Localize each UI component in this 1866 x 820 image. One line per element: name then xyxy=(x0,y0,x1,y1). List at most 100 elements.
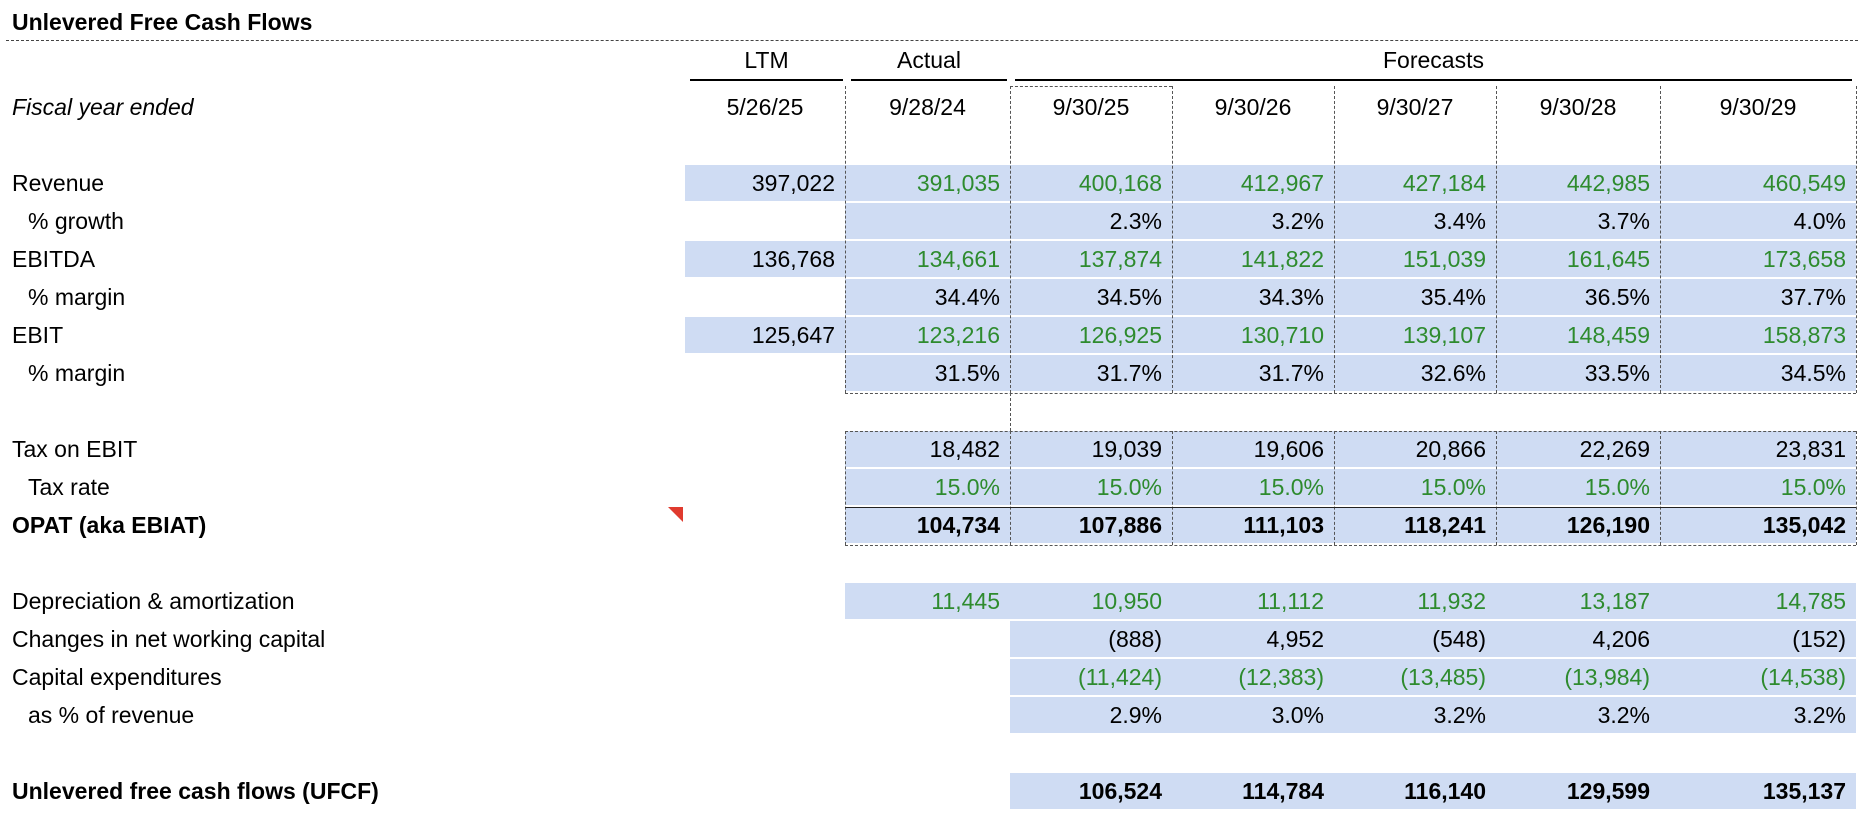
row-label-nwc[interactable]: Changes in net working capital xyxy=(0,621,600,657)
cell-da[interactable]: 14,785 xyxy=(1660,583,1856,619)
sheet-title[interactable]: Unlevered Free Cash Flows xyxy=(0,4,700,40)
row-label-opat[interactable]: OPAT (aka EBIAT) xyxy=(0,507,600,543)
row-label-ebit[interactable]: EBIT xyxy=(0,317,600,353)
cell-opat[interactable]: 111,103 xyxy=(1172,507,1334,543)
cell-growth[interactable]: 3.4% xyxy=(1334,203,1496,239)
cell-capex[interactable]: (13,984) xyxy=(1496,659,1660,695)
cell-ebit_margin[interactable]: 31.7% xyxy=(1010,355,1172,391)
cell-opat[interactable]: 107,886 xyxy=(1010,507,1172,543)
cell-tax_on_ebit[interactable]: 19,039 xyxy=(1010,431,1172,467)
row-label-ufcf[interactable]: Unlevered free cash flows (UFCF) xyxy=(0,773,600,809)
row-label-tax_rate[interactable]: Tax rate xyxy=(0,469,600,505)
cell-ebit[interactable]: 123,216 xyxy=(845,317,1010,353)
cell-ebitda[interactable]: 141,822 xyxy=(1172,241,1334,277)
fiscal-year-label[interactable]: Fiscal year ended xyxy=(0,89,600,125)
cell-tax_on_ebit[interactable]: 22,269 xyxy=(1496,431,1660,467)
cell-revenue[interactable]: 412,967 xyxy=(1172,165,1334,201)
date-header[interactable]: 5/26/25 xyxy=(685,89,845,125)
cell-ebitda_margin[interactable]: 34.4% xyxy=(845,279,1010,315)
cell-nwc[interactable]: (548) xyxy=(1334,621,1496,657)
row-label-tax_on_ebit[interactable]: Tax on EBIT xyxy=(0,431,600,467)
cell-ebitda_margin[interactable]: 35.4% xyxy=(1334,279,1496,315)
group-header-ltm[interactable]: LTM xyxy=(690,42,843,78)
cell-da[interactable]: 10,950 xyxy=(1010,583,1172,619)
cell-tax_rate[interactable]: 15.0% xyxy=(1334,469,1496,505)
row-label-growth[interactable]: % growth xyxy=(0,203,600,239)
cell-opat[interactable]: 135,042 xyxy=(1660,507,1856,543)
cell-revenue[interactable]: 400,168 xyxy=(1010,165,1172,201)
date-header[interactable]: 9/30/27 xyxy=(1334,89,1496,125)
date-header[interactable]: 9/30/29 xyxy=(1660,89,1856,125)
cell-capex_pct[interactable]: 3.2% xyxy=(1496,697,1660,733)
cell-capex_pct[interactable]: 3.2% xyxy=(1334,697,1496,733)
cell-ebitda_margin[interactable]: 34.5% xyxy=(1010,279,1172,315)
group-header-actual[interactable]: Actual xyxy=(851,42,1007,78)
cell-ebit[interactable]: 130,710 xyxy=(1172,317,1334,353)
comment-indicator-icon[interactable] xyxy=(668,507,683,522)
cell-tax_on_ebit[interactable]: 19,606 xyxy=(1172,431,1334,467)
cell-ebit_margin[interactable]: 31.5% xyxy=(845,355,1010,391)
cell-revenue[interactable]: 427,184 xyxy=(1334,165,1496,201)
date-header[interactable]: 9/30/26 xyxy=(1172,89,1334,125)
cell-da[interactable]: 11,445 xyxy=(845,583,1010,619)
cell-da[interactable]: 11,112 xyxy=(1172,583,1334,619)
cell-ufcf[interactable]: 106,524 xyxy=(1010,773,1172,809)
cell-ebitda_margin[interactable]: 37.7% xyxy=(1660,279,1856,315)
cell-ebitda[interactable]: 151,039 xyxy=(1334,241,1496,277)
cell-capex[interactable]: (13,485) xyxy=(1334,659,1496,695)
group-header-forecasts[interactable]: Forecasts xyxy=(1015,42,1852,78)
cell-tax_rate[interactable]: 15.0% xyxy=(1010,469,1172,505)
cell-opat[interactable]: 104,734 xyxy=(845,507,1010,543)
cell-ebit_margin[interactable]: 32.6% xyxy=(1334,355,1496,391)
cell-ebitda[interactable]: 137,874 xyxy=(1010,241,1172,277)
cell-growth[interactable]: 2.3% xyxy=(1010,203,1172,239)
cell-opat[interactable]: 118,241 xyxy=(1334,507,1496,543)
cell-tax_rate[interactable]: 15.0% xyxy=(845,469,1010,505)
cell-capex_pct[interactable]: 3.0% xyxy=(1172,697,1334,733)
cell-growth[interactable]: 3.7% xyxy=(1496,203,1660,239)
row-label-revenue[interactable]: Revenue xyxy=(0,165,600,201)
row-label-ebit_margin[interactable]: % margin xyxy=(0,355,600,391)
row-label-da[interactable]: Depreciation & amortization xyxy=(0,583,600,619)
row-label-ebitda[interactable]: EBITDA xyxy=(0,241,600,277)
cell-ebit_margin[interactable]: 31.7% xyxy=(1172,355,1334,391)
cell-capex[interactable]: (12,383) xyxy=(1172,659,1334,695)
cell-da[interactable]: 11,932 xyxy=(1334,583,1496,619)
date-header[interactable]: 9/30/25 xyxy=(1010,89,1172,125)
cell-ebitda[interactable]: 134,661 xyxy=(845,241,1010,277)
cell-ebitda_margin[interactable]: 34.3% xyxy=(1172,279,1334,315)
date-header[interactable]: 9/30/28 xyxy=(1496,89,1660,125)
row-label-ebitda_margin[interactable]: % margin xyxy=(0,279,600,315)
cell-capex_pct[interactable]: 2.9% xyxy=(1010,697,1172,733)
cell-ebit[interactable]: 158,873 xyxy=(1660,317,1856,353)
cell-revenue[interactable]: 442,985 xyxy=(1496,165,1660,201)
cell-capex[interactable]: (14,538) xyxy=(1660,659,1856,695)
date-header[interactable]: 9/28/24 xyxy=(845,89,1010,125)
cell-nwc[interactable]: (152) xyxy=(1660,621,1856,657)
cell-nwc[interactable]: 4,206 xyxy=(1496,621,1660,657)
cell-ebitda_margin[interactable]: 36.5% xyxy=(1496,279,1660,315)
cell-ebitda[interactable]: 173,658 xyxy=(1660,241,1856,277)
cell-revenue[interactable]: 391,035 xyxy=(845,165,1010,201)
cell-revenue[interactable]: 460,549 xyxy=(1660,165,1856,201)
cell-nwc[interactable]: (888) xyxy=(1010,621,1172,657)
cell-tax_rate[interactable]: 15.0% xyxy=(1496,469,1660,505)
cell-tax_on_ebit[interactable]: 18,482 xyxy=(845,431,1010,467)
cell-ebitda[interactable]: 161,645 xyxy=(1496,241,1660,277)
cell-tax_rate[interactable]: 15.0% xyxy=(1172,469,1334,505)
cell-nwc[interactable]: 4,952 xyxy=(1172,621,1334,657)
row-label-capex_pct[interactable]: as % of revenue xyxy=(0,697,600,733)
cell-tax_on_ebit[interactable]: 20,866 xyxy=(1334,431,1496,467)
cell-ufcf[interactable]: 116,140 xyxy=(1334,773,1496,809)
cell-ebitda[interactable]: 136,768 xyxy=(685,241,845,277)
cell-da[interactable]: 13,187 xyxy=(1496,583,1660,619)
cell-ebit_margin[interactable]: 33.5% xyxy=(1496,355,1660,391)
cell-capex[interactable]: (11,424) xyxy=(1010,659,1172,695)
cell-tax_on_ebit[interactable]: 23,831 xyxy=(1660,431,1856,467)
cell-ebit[interactable]: 139,107 xyxy=(1334,317,1496,353)
cell-ebit[interactable]: 148,459 xyxy=(1496,317,1660,353)
cell-ufcf[interactable]: 114,784 xyxy=(1172,773,1334,809)
cell-capex_pct[interactable]: 3.2% xyxy=(1660,697,1856,733)
cell-opat[interactable]: 126,190 xyxy=(1496,507,1660,543)
cell-ebit[interactable]: 126,925 xyxy=(1010,317,1172,353)
